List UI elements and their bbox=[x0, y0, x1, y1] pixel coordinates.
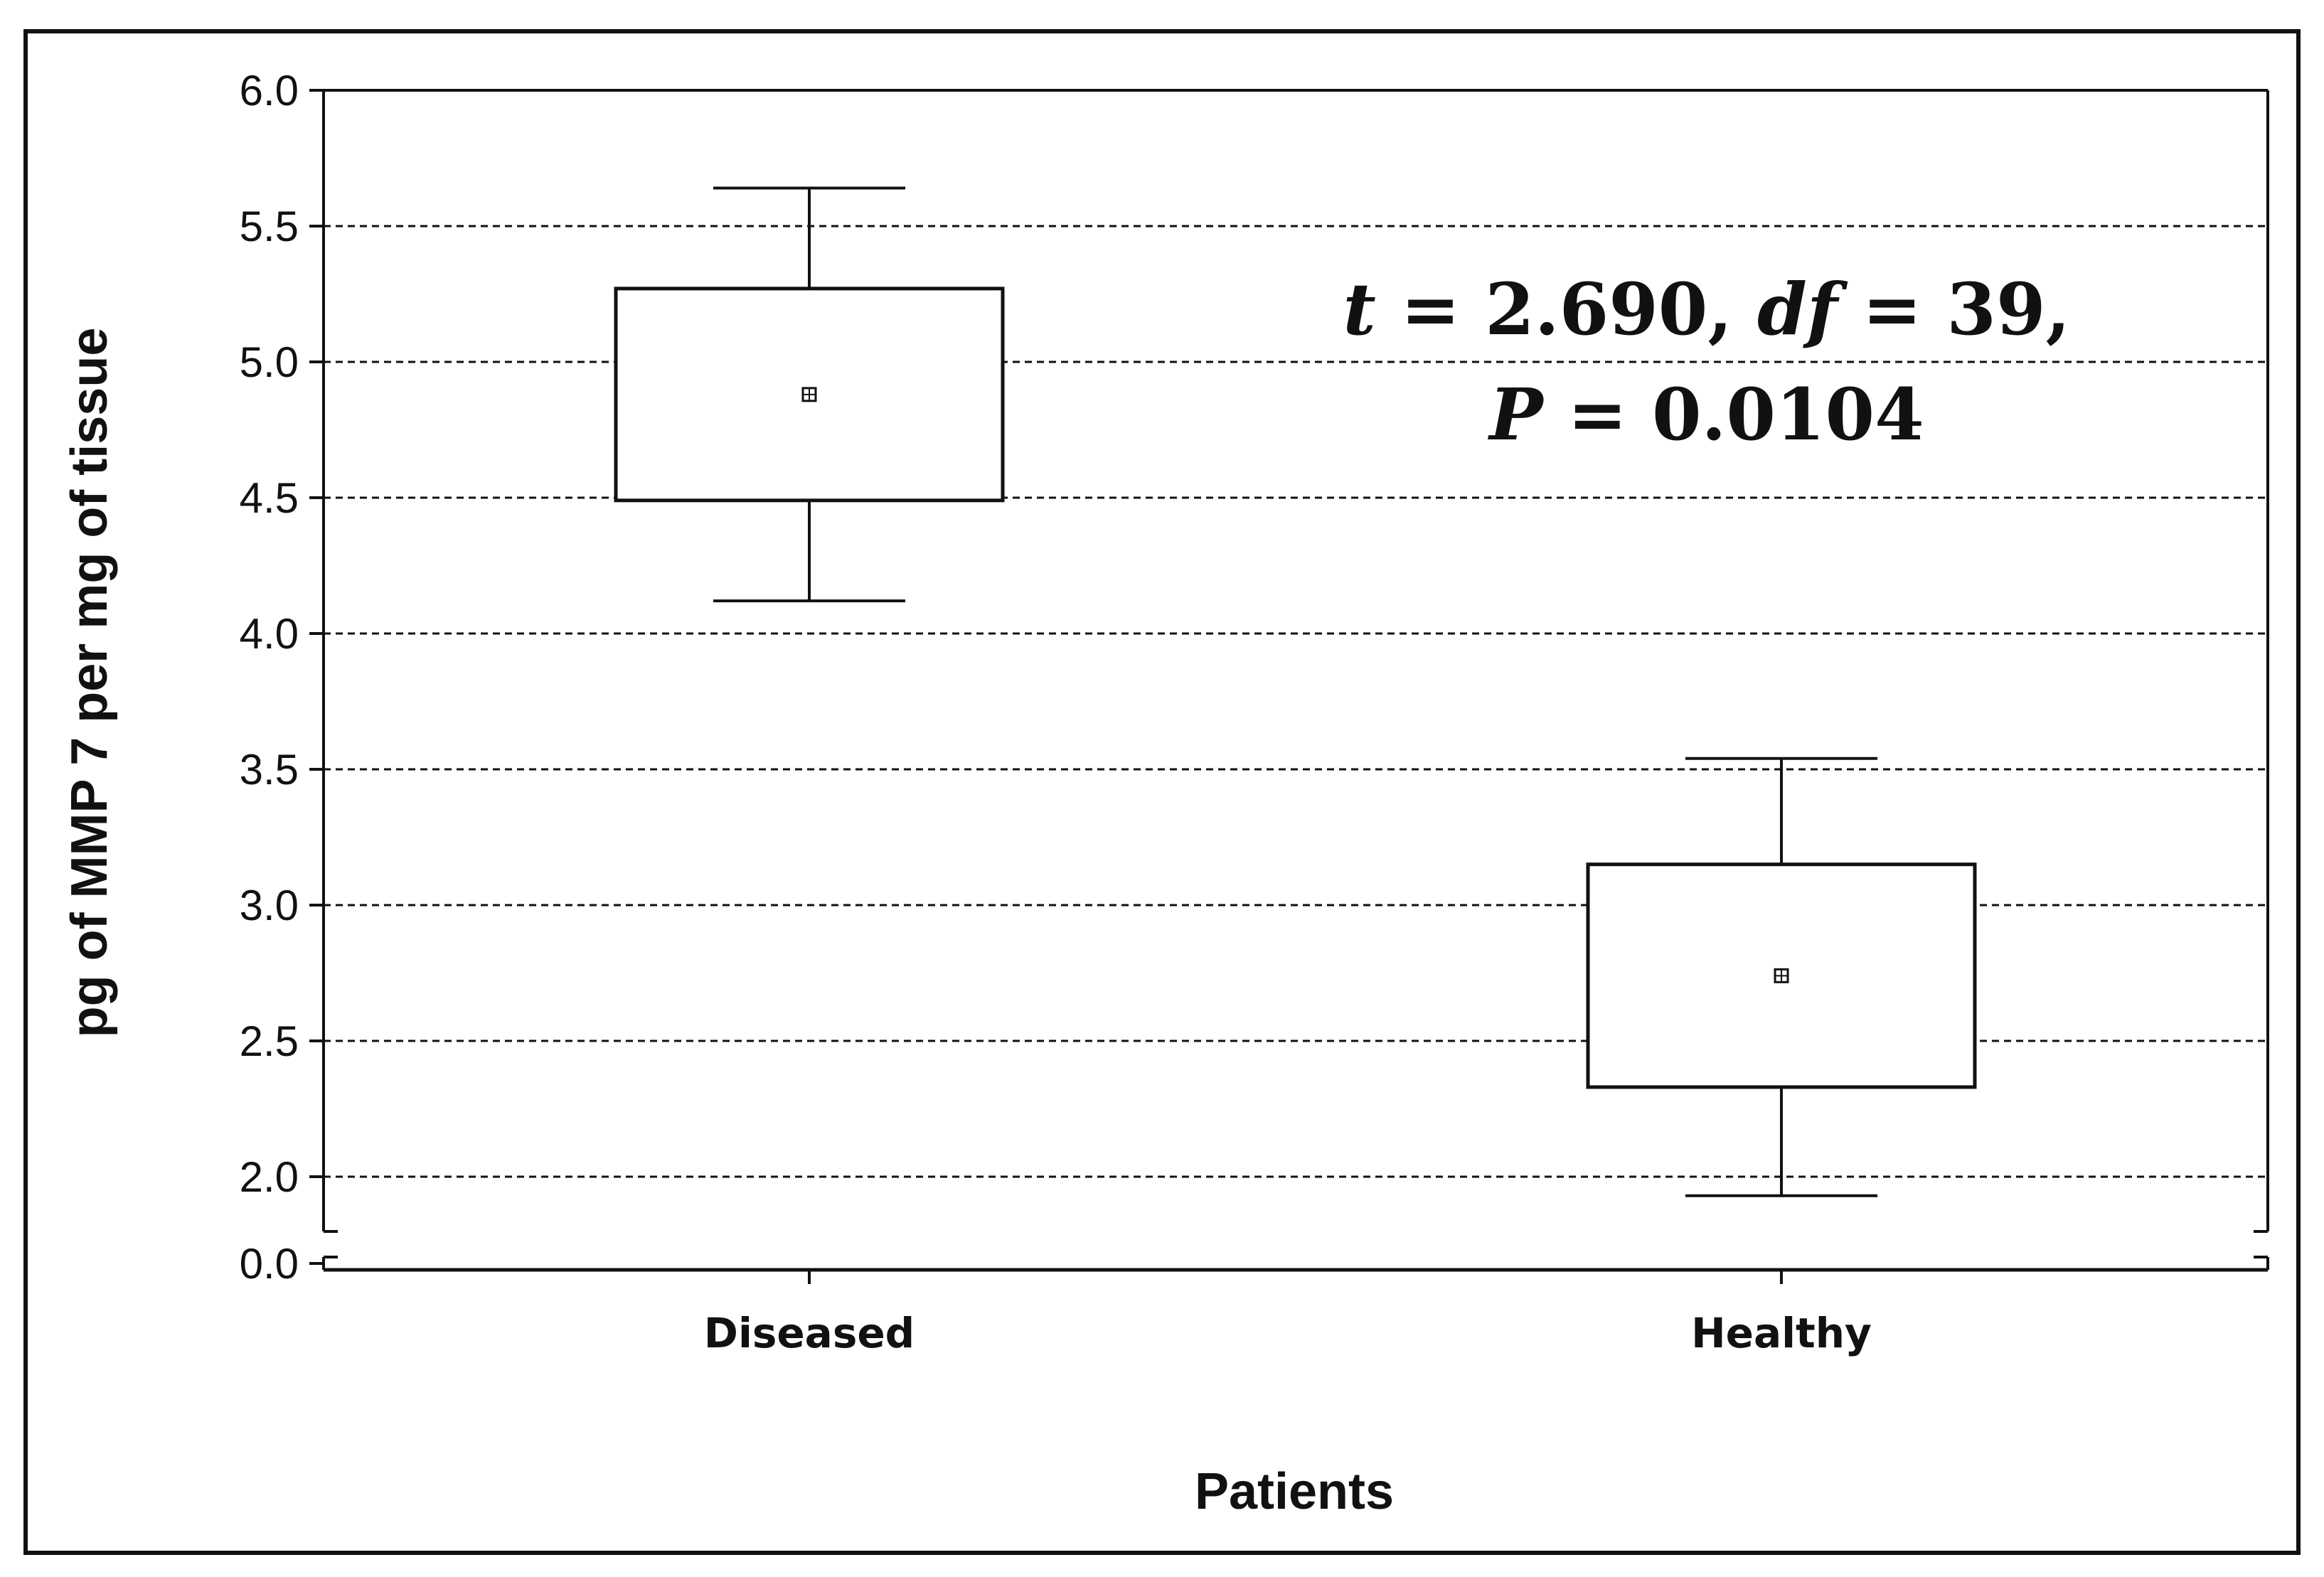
figure-frame bbox=[23, 29, 2301, 1555]
p-symbol: P bbox=[1487, 373, 1545, 456]
box-healthy bbox=[1586, 757, 1977, 1197]
x-axis-ticks: Diseased Healthy bbox=[704, 1270, 1872, 1357]
y-tick-label: 3.0 bbox=[240, 882, 299, 929]
stats-annotation-line2: P = 0.0104 bbox=[1487, 373, 1924, 456]
stats-annotation-line1: t = 2.690, df = 39, bbox=[1343, 267, 2071, 351]
x-tick-label-healthy: Healthy bbox=[1691, 1309, 1872, 1357]
df-value: = 39, bbox=[1838, 267, 2070, 351]
t-symbol: t bbox=[1343, 267, 1376, 351]
t-value: = 2.690, bbox=[1376, 267, 1757, 351]
y-tick-label: 5.5 bbox=[240, 203, 299, 250]
p-value: = 0.0104 bbox=[1543, 373, 1924, 456]
y-axis-title: pg of MMP 7 per mg of tissue bbox=[61, 328, 118, 1038]
boxes bbox=[614, 186, 1977, 1197]
y-tick-label: 2.5 bbox=[240, 1017, 299, 1065]
x-axis-title: Patients bbox=[1195, 1463, 1394, 1520]
y-axis-ticks: 2.0 2.5 3.0 3.5 4.0 4.5 5.0 5.5 6.0 bbox=[240, 67, 324, 1201]
y-tick-label: 2.0 bbox=[240, 1153, 299, 1201]
y-break-label: 0.0 bbox=[240, 1240, 299, 1288]
y-tick-label: 6.0 bbox=[240, 67, 299, 114]
y-tick-label: 5.0 bbox=[240, 338, 299, 386]
x-tick-label-diseased: Diseased bbox=[704, 1309, 915, 1357]
box-diseased bbox=[614, 186, 1005, 603]
y-tick-label: 4.0 bbox=[240, 610, 299, 658]
y-tick-label: 4.5 bbox=[240, 474, 299, 522]
y-tick-label: 3.5 bbox=[240, 746, 299, 793]
df-symbol: df bbox=[1757, 267, 1848, 351]
